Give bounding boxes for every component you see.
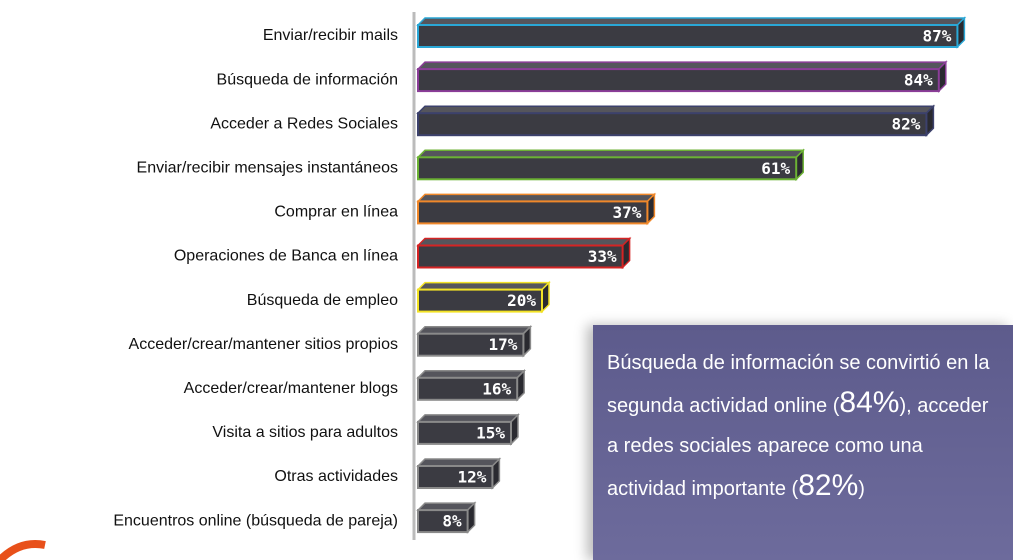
value-label: 82%	[891, 115, 920, 134]
bar-face	[416, 414, 520, 423]
value-label: 17%	[488, 335, 517, 354]
bar-face	[416, 17, 967, 26]
category-label: Visita a sitios para adultos	[212, 424, 398, 441]
category-label: Búsqueda de empleo	[247, 292, 398, 309]
bar-face	[417, 156, 798, 181]
bar	[416, 457, 502, 490]
bar	[416, 280, 551, 314]
category-label: Otras actividades	[274, 468, 398, 485]
category-label: Búsqueda de información	[217, 71, 398, 88]
bar-face	[417, 288, 543, 313]
bar-face	[417, 332, 525, 357]
bar	[416, 148, 806, 182]
value-label: 37%	[612, 203, 641, 222]
value-label: 16%	[482, 379, 511, 398]
bar-face	[416, 105, 936, 114]
bar-face	[417, 465, 494, 489]
bar-face	[416, 61, 948, 70]
category-label: Comprar en línea	[274, 204, 398, 221]
bar-face	[417, 376, 519, 401]
category-label: Enviar/recibir mails	[263, 27, 398, 44]
annotation-text: 82%	[798, 469, 859, 502]
annotation-text: 84%	[839, 386, 900, 419]
bar-face	[416, 502, 477, 511]
value-label: 84%	[904, 71, 933, 90]
category-label: Acceder/crear/mantener blogs	[184, 380, 398, 397]
category-label: Encuentros online (búsqueda de pareja)	[113, 512, 398, 529]
bar-face	[416, 370, 527, 379]
annotation-text: )	[858, 478, 865, 500]
bar-face	[416, 237, 632, 247]
bar-face	[416, 458, 502, 467]
bar	[416, 324, 533, 358]
value-label: 20%	[507, 291, 536, 310]
bar	[416, 236, 632, 270]
bar	[416, 413, 520, 446]
value-label: 8%	[442, 512, 462, 531]
bar	[416, 16, 967, 49]
bar	[416, 501, 477, 534]
annotation-text: ), acceder a redes sociales aparece como…	[607, 395, 989, 500]
annotation: Búsqueda de información se convirtió en …	[593, 325, 1013, 560]
value-label: 33%	[588, 247, 617, 266]
bar	[416, 192, 657, 226]
category-label: Acceder a Redes Sociales	[210, 115, 398, 132]
bar-face	[416, 193, 657, 203]
annotation-text: Búsqueda de información se convirtió en …	[607, 352, 990, 417]
value-label: 61%	[761, 159, 790, 178]
value-label: 15%	[476, 423, 505, 442]
category-label: Enviar/recibir mensajes instantáneos	[137, 160, 398, 177]
bar-face	[416, 149, 806, 159]
bar	[416, 368, 527, 402]
bar-face	[417, 200, 649, 225]
bar	[416, 60, 948, 93]
category-label: Operaciones de Banca en línea	[174, 248, 398, 265]
bar-face	[416, 325, 533, 335]
decoration	[0, 540, 46, 560]
bar-face	[417, 244, 624, 269]
bar-face	[417, 509, 469, 534]
value-label: 87%	[922, 27, 951, 46]
category-label: Acceder/crear/mantener sitios propios	[129, 336, 398, 353]
bar-face	[417, 68, 940, 93]
bar	[416, 104, 936, 138]
bar-face	[417, 420, 512, 445]
bar-face	[417, 24, 959, 48]
value-label: 12%	[457, 468, 486, 487]
bar-face	[416, 281, 551, 291]
bar-face	[417, 112, 928, 137]
